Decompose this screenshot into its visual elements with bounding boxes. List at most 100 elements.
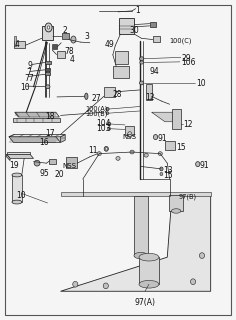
Bar [14, 36, 17, 46]
Bar [169, 195, 183, 211]
Ellipse shape [46, 85, 50, 89]
Text: 18: 18 [45, 112, 55, 121]
Ellipse shape [47, 26, 50, 29]
Ellipse shape [130, 150, 134, 154]
Polygon shape [9, 137, 60, 142]
Bar [173, 109, 181, 129]
Text: 95: 95 [39, 169, 49, 178]
Text: NSS: NSS [63, 164, 77, 169]
Ellipse shape [144, 153, 148, 157]
Bar [45, 60, 51, 64]
Ellipse shape [134, 252, 148, 259]
Ellipse shape [190, 279, 196, 284]
Ellipse shape [73, 281, 78, 287]
Text: 15: 15 [163, 171, 173, 180]
Polygon shape [60, 196, 211, 291]
Text: 91: 91 [157, 134, 167, 143]
Text: 17: 17 [45, 129, 55, 138]
Text: 13: 13 [163, 166, 173, 175]
Ellipse shape [160, 167, 163, 171]
Polygon shape [60, 134, 65, 142]
Bar [42, 26, 53, 40]
Polygon shape [7, 152, 30, 154]
Ellipse shape [172, 209, 181, 213]
Text: 4: 4 [70, 55, 75, 64]
Ellipse shape [116, 156, 120, 160]
Bar [13, 118, 60, 123]
Text: 29: 29 [182, 53, 191, 62]
Text: 20: 20 [54, 170, 64, 179]
Ellipse shape [105, 148, 107, 150]
Bar [134, 196, 148, 256]
Bar [45, 72, 50, 75]
Ellipse shape [71, 36, 76, 43]
Text: 100(B): 100(B) [86, 110, 108, 117]
Ellipse shape [104, 147, 108, 151]
Text: NSS: NSS [122, 134, 136, 140]
Bar [115, 51, 128, 64]
Ellipse shape [34, 160, 40, 166]
Ellipse shape [45, 23, 52, 32]
Text: 27: 27 [91, 94, 101, 103]
Ellipse shape [128, 132, 132, 137]
Polygon shape [7, 154, 10, 161]
Ellipse shape [196, 162, 200, 167]
Bar [62, 33, 69, 39]
Text: 28: 28 [113, 90, 122, 99]
Text: 12: 12 [146, 93, 155, 102]
Ellipse shape [106, 112, 109, 115]
Ellipse shape [158, 152, 162, 156]
Bar [52, 44, 58, 49]
Bar [14, 41, 25, 48]
Text: 16: 16 [39, 138, 49, 147]
Bar [45, 68, 50, 71]
Bar [113, 66, 129, 78]
Ellipse shape [139, 57, 144, 60]
Text: 10: 10 [21, 83, 30, 92]
Text: 78: 78 [64, 47, 74, 56]
Text: 103: 103 [97, 124, 111, 133]
Ellipse shape [139, 280, 159, 288]
Ellipse shape [108, 127, 110, 130]
Text: 77: 77 [24, 74, 34, 83]
Ellipse shape [140, 61, 143, 64]
Text: 49: 49 [105, 40, 115, 49]
Ellipse shape [106, 108, 109, 111]
Text: 94: 94 [150, 67, 160, 76]
Text: 12: 12 [183, 120, 193, 129]
Text: 2: 2 [63, 27, 68, 36]
Ellipse shape [139, 253, 159, 261]
Polygon shape [15, 112, 59, 117]
Text: 106: 106 [181, 58, 195, 67]
Bar [119, 18, 135, 34]
Bar [165, 141, 176, 150]
Bar [57, 51, 65, 58]
Text: 4: 4 [14, 40, 19, 49]
Text: 9: 9 [28, 61, 33, 70]
Text: 7: 7 [26, 68, 31, 77]
Text: 30: 30 [129, 26, 139, 35]
Ellipse shape [103, 283, 108, 289]
Ellipse shape [153, 134, 158, 140]
Text: 1: 1 [136, 6, 140, 15]
Text: 104: 104 [97, 119, 111, 129]
Text: 100(C): 100(C) [169, 37, 192, 44]
Text: 15: 15 [176, 143, 186, 152]
Polygon shape [152, 112, 173, 122]
Polygon shape [7, 154, 34, 158]
Text: 100(A): 100(A) [86, 106, 108, 112]
Text: 10: 10 [196, 79, 206, 88]
Bar [66, 157, 77, 168]
Bar [12, 175, 22, 202]
Text: 97(A): 97(A) [135, 298, 156, 307]
Ellipse shape [160, 172, 163, 176]
Text: 3: 3 [84, 32, 89, 41]
Ellipse shape [139, 81, 144, 85]
Ellipse shape [85, 93, 88, 100]
Text: 97(B): 97(B) [179, 193, 197, 200]
Bar [104, 87, 115, 97]
Bar [139, 257, 159, 284]
Ellipse shape [12, 173, 22, 177]
Bar [49, 159, 56, 164]
Polygon shape [60, 192, 211, 196]
